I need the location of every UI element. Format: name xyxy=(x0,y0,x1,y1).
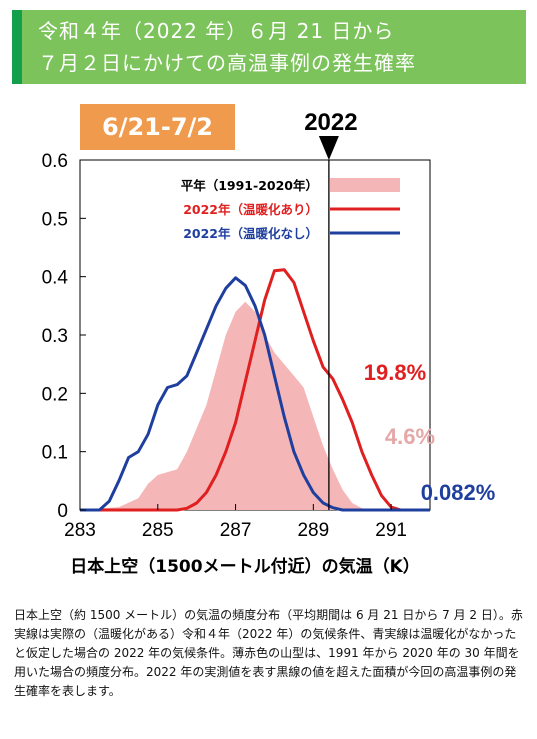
x-tick-label: 287 xyxy=(220,520,252,541)
legend-label: 2022年（温暖化なし） xyxy=(183,226,318,241)
observed-2022-label: 2022 xyxy=(304,109,357,136)
probability-no-warming: 0.082% xyxy=(421,480,496,505)
y-tick-label: 0.5 xyxy=(42,209,68,230)
figure-caption: 日本上空（約 1500 メートル）の気温の頻度分布（平均期間は 6 月 21 日… xyxy=(14,608,523,698)
series-no-warming-line xyxy=(80,276,430,512)
y-tick-label: 0.4 xyxy=(42,268,69,289)
title-banner: 令和４年（2022 年）６月 21 日から ７月２日にかけての高温事例の発生確率 xyxy=(12,10,526,84)
legend-swatch-fill xyxy=(330,178,400,192)
y-tick-label: 0.2 xyxy=(42,384,68,405)
title-accent-stripe xyxy=(12,10,22,84)
frequency-distribution-chart: 2022 283 285 287 289 291 0 0.1 0.2 0.3 0.4 0.5 0.6 日本… xyxy=(42,109,496,577)
period-badge: 6/21-7/2 xyxy=(80,104,235,150)
legend-label: 2022年（温暖化あり） xyxy=(183,202,318,217)
probability-warming: 19.8% xyxy=(364,360,426,385)
series-warming-line xyxy=(80,268,430,512)
x-tick-label: 291 xyxy=(375,520,407,541)
page-title: 令和４年（2022 年）６月 21 日から ７月２日にかけての高温事例の発生確率 xyxy=(38,15,520,79)
x-tick-label: 283 xyxy=(64,520,96,541)
x-axis-label: 日本上空（1500メートル付近）の気温（K） xyxy=(70,556,420,577)
observed-2022-marker xyxy=(318,136,339,160)
series-normal-area xyxy=(80,301,430,510)
y-tick-label: 0 xyxy=(57,501,68,522)
y-tick-label: 0.1 xyxy=(42,443,68,464)
y-tick-label: 0.6 xyxy=(42,151,68,172)
title-line-2: ７月２日にかけての高温事例の発生確率 xyxy=(38,51,416,75)
y-tick-label: 0.3 xyxy=(42,326,68,347)
x-tick-label: 285 xyxy=(142,520,174,541)
probability-normal: 4.6% xyxy=(385,424,435,449)
x-tick-label: 289 xyxy=(297,520,329,541)
title-line-1: 令和４年（2022 年）６月 21 日から xyxy=(38,19,395,43)
legend-label: 平年（1991-2020年） xyxy=(181,178,318,193)
